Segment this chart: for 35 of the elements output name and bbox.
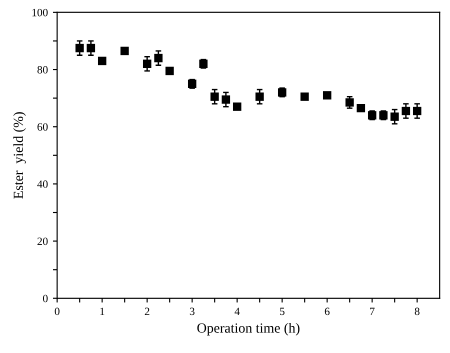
- point: [300, 92, 309, 101]
- x-tick-label: 0: [54, 308, 60, 316]
- x-axis-title: Operation time (h): [197, 322, 300, 336]
- point: [255, 92, 264, 101]
- x-tick-label: 8: [414, 308, 420, 316]
- point: [345, 98, 354, 107]
- y-tick-label: 20: [38, 238, 48, 246]
- x-tick-label: 2: [144, 308, 150, 316]
- x-tick-label: 7: [370, 308, 375, 316]
- x-tick-label: 3: [190, 308, 194, 316]
- point: [412, 106, 422, 116]
- y-axis-title: Ester yield (%): [13, 112, 26, 199]
- point: [165, 66, 174, 76]
- x-tick-label: 4: [234, 308, 240, 316]
- point: [120, 46, 129, 56]
- point: [154, 54, 163, 62]
- y-tick-label: 40: [37, 180, 48, 188]
- x-tick-label: 1: [100, 308, 104, 316]
- x-tick-label: 6: [324, 308, 330, 316]
- point: [142, 60, 152, 68]
- point: [390, 112, 399, 121]
- y-tick-label: 100: [32, 8, 48, 16]
- y-tick-label: 60: [37, 123, 48, 131]
- point: [86, 44, 96, 52]
- point: [232, 102, 242, 111]
- x-tick-label: 5: [280, 308, 284, 316]
- point: [402, 106, 410, 116]
- point: [210, 92, 219, 101]
- point: [75, 44, 84, 52]
- y-tick-label: 0: [42, 294, 48, 302]
- point: [222, 95, 230, 104]
- point: [322, 91, 332, 100]
- point: [98, 56, 106, 66]
- y-tick-label: 80: [37, 66, 48, 74]
- point: [356, 104, 366, 112]
